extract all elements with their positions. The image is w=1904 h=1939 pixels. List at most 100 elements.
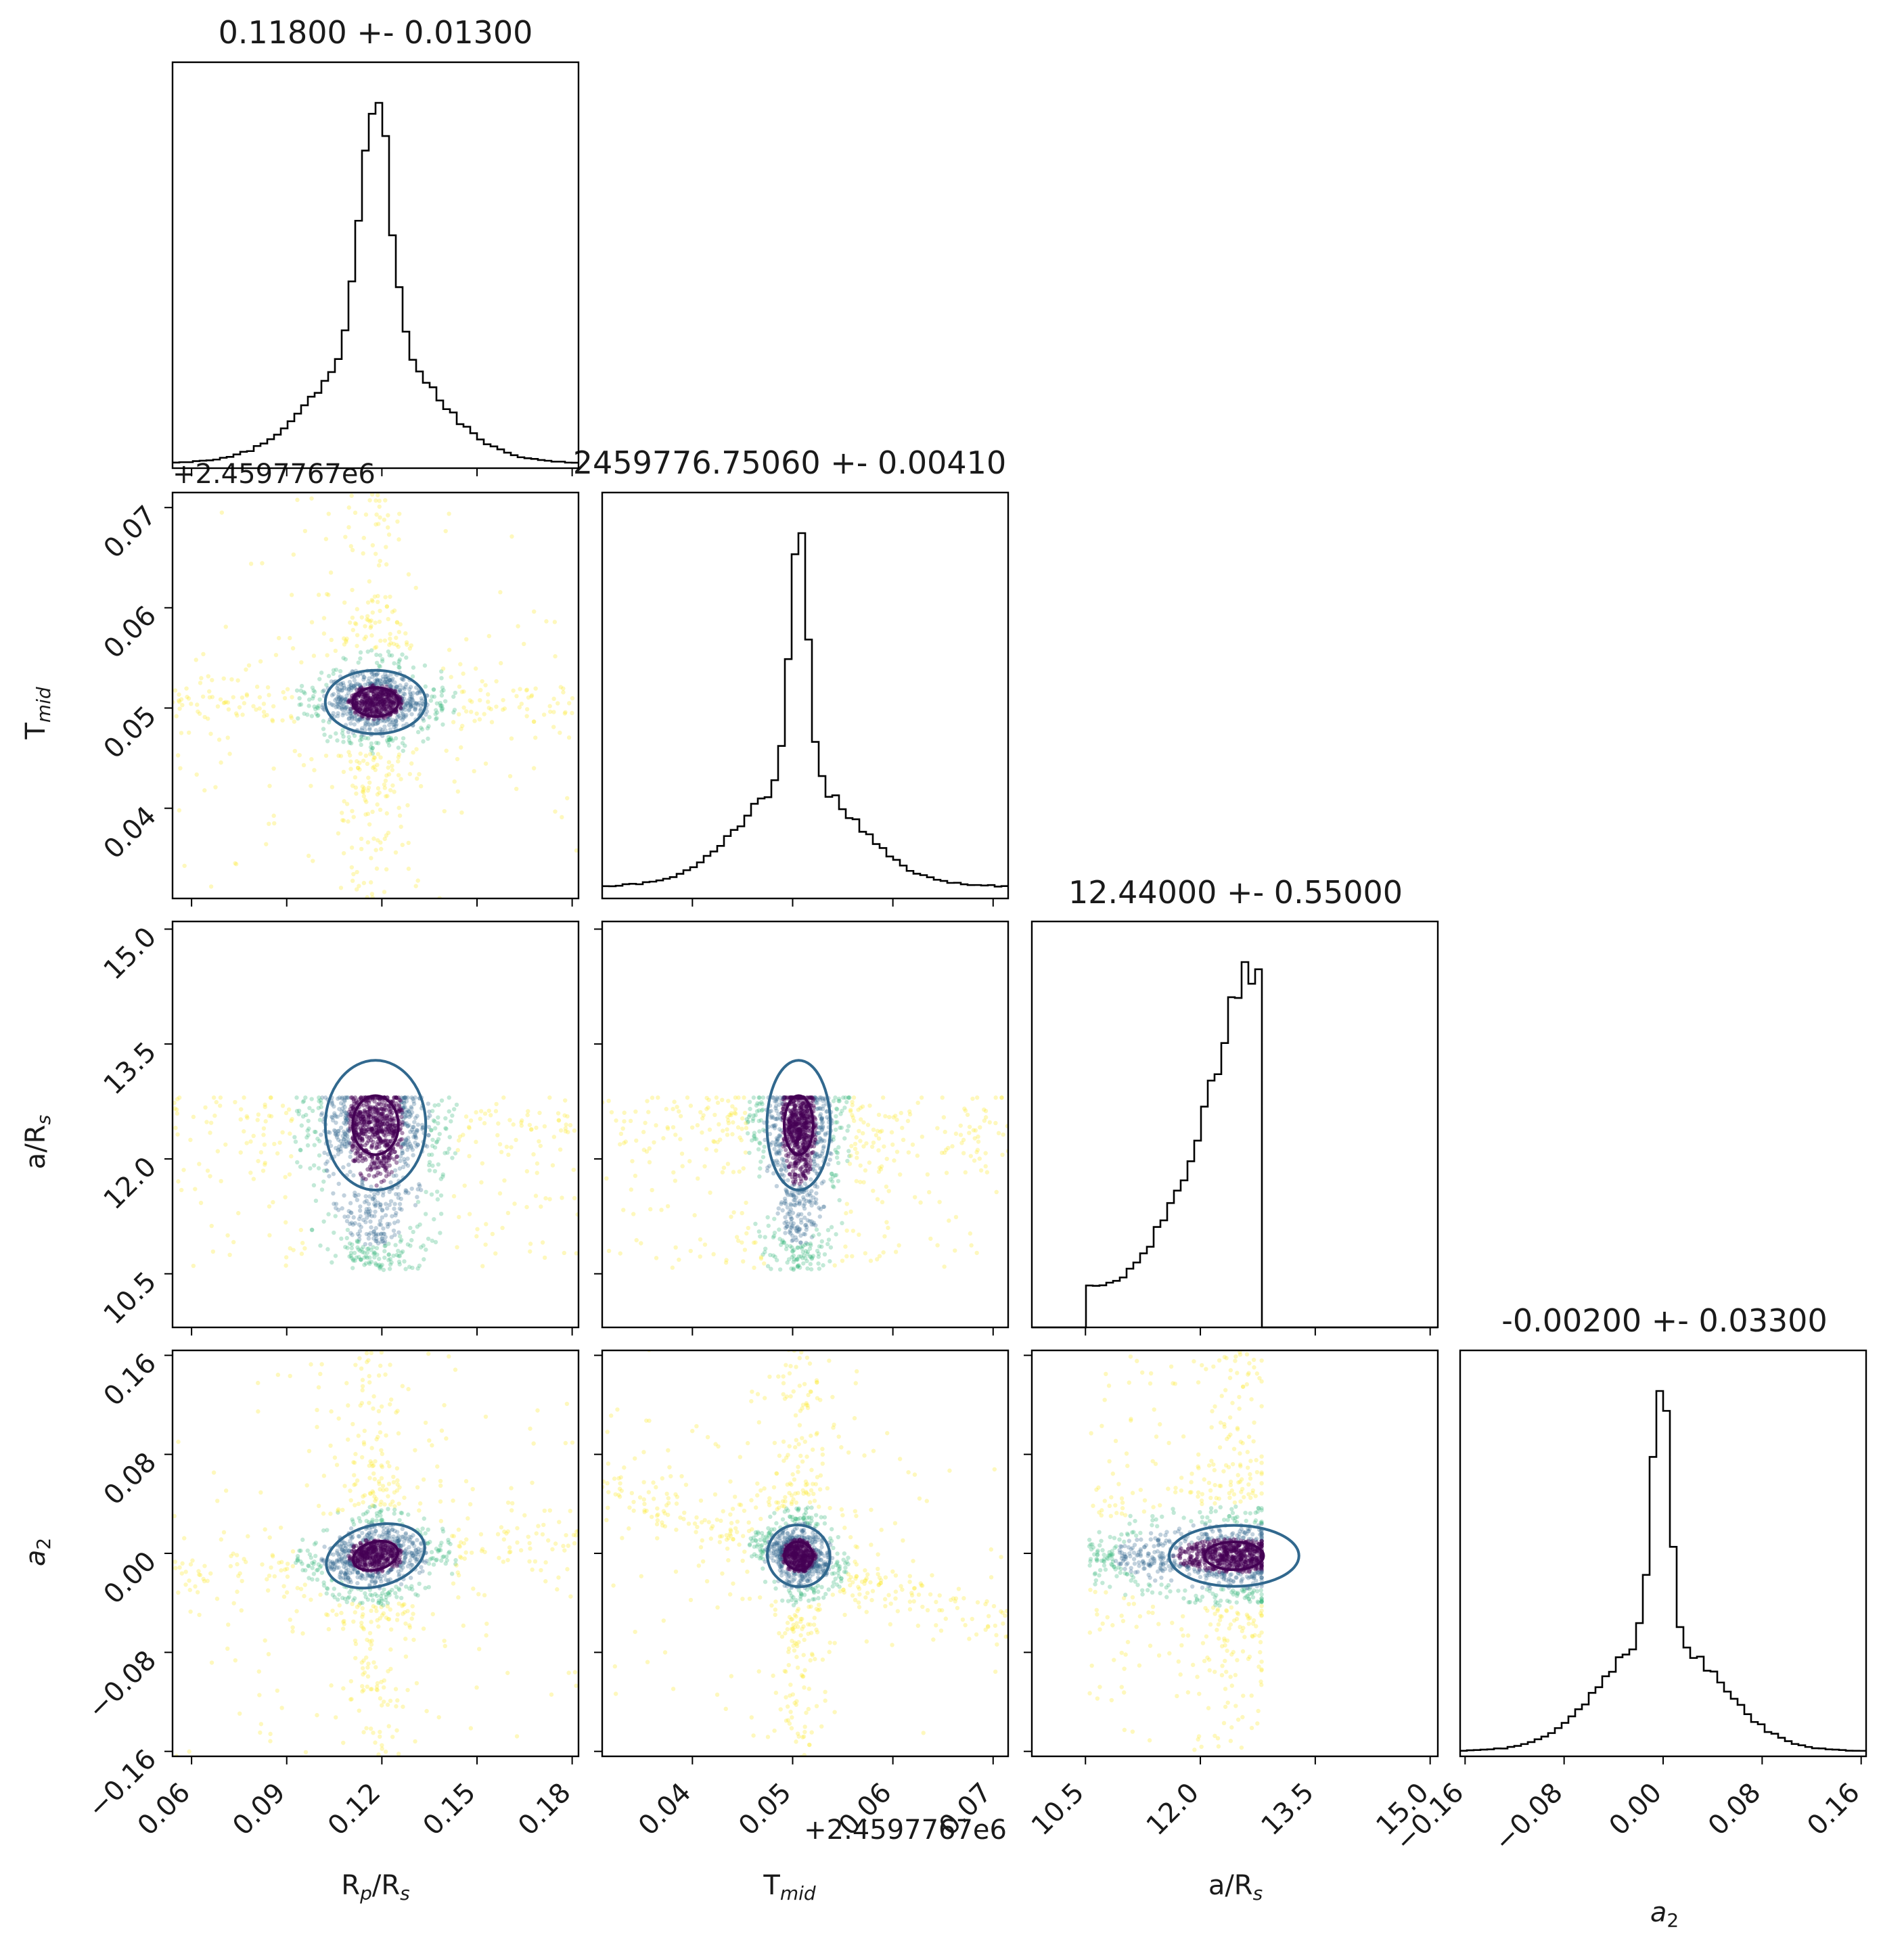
- scatter-point: [538, 1143, 543, 1148]
- scatter-point: [339, 1541, 344, 1547]
- scatter-point: [659, 1208, 664, 1212]
- scatter-point: [248, 562, 254, 566]
- scatter-point: [381, 1117, 386, 1122]
- scatter-point: [371, 705, 376, 710]
- scatter-point: [386, 1530, 391, 1534]
- scatter-point: [245, 1115, 250, 1120]
- scatter-point: [341, 656, 346, 660]
- scatter-point: [800, 1155, 804, 1160]
- scatter-point: [434, 701, 440, 706]
- scatter-point: [368, 1726, 373, 1731]
- scatter-point: [805, 1128, 811, 1133]
- scatter-point: [261, 709, 267, 714]
- scatter-point: [800, 1108, 805, 1114]
- scatter-point: [388, 684, 393, 689]
- scatter-point: [774, 1095, 779, 1100]
- scatter-point: [357, 717, 362, 722]
- scatter-point: [800, 1122, 805, 1128]
- scatter-point: [799, 1158, 804, 1163]
- scatter-point: [364, 1122, 369, 1127]
- scatter-point: [370, 1520, 375, 1524]
- scatter-point: [789, 1225, 794, 1230]
- scatter-point: [712, 1112, 717, 1118]
- scatter-point: [529, 693, 535, 698]
- scatter-point: [524, 687, 530, 692]
- scatter-point: [391, 1173, 396, 1179]
- scatter-point: [871, 1140, 876, 1145]
- scatter-point: [366, 1210, 371, 1214]
- scatter-point: [880, 1095, 886, 1100]
- scatter-point: [506, 1152, 511, 1158]
- scatter-point: [820, 1120, 825, 1124]
- scatter-point: [347, 1221, 353, 1227]
- scatter-point: [383, 708, 388, 713]
- scatter-point: [401, 1100, 406, 1105]
- scatter-point: [403, 1552, 407, 1557]
- scatter-point: [373, 1209, 378, 1214]
- scatter-point: [390, 1122, 394, 1127]
- scatter-point: [346, 1209, 351, 1214]
- scatter-point: [399, 706, 403, 711]
- scatter-point: [805, 1153, 810, 1158]
- scatter-point: [388, 683, 393, 688]
- scatter-point: [294, 688, 300, 693]
- scatter-point: [423, 1212, 428, 1216]
- scatter-point: [346, 1576, 350, 1581]
- scatter-point: [394, 1538, 399, 1543]
- scatter-point: [418, 783, 424, 789]
- scatter-point: [788, 1108, 792, 1113]
- scatter-point: [403, 1536, 408, 1541]
- scatter-point: [367, 1505, 372, 1509]
- scatter-point: [388, 1126, 393, 1131]
- scatter-point: [304, 1112, 309, 1118]
- scatter-point: [779, 1156, 785, 1162]
- scatter-point: [677, 1109, 681, 1114]
- scatter-point: [387, 677, 392, 683]
- scatter-point: [195, 702, 200, 707]
- scatter-point: [371, 1139, 376, 1145]
- scatter-point: [382, 700, 388, 705]
- scatter-point: [359, 1551, 364, 1557]
- scatter-point: [388, 685, 393, 689]
- scatter-point: [457, 712, 461, 717]
- scatter-point: [210, 1249, 216, 1254]
- scatter-point: [326, 511, 331, 516]
- scatter-point: [851, 1095, 857, 1100]
- scatter-point: [799, 1133, 804, 1138]
- scatter-point: [796, 1137, 801, 1141]
- scatter-point: [409, 1110, 415, 1115]
- scatter-point: [878, 1129, 883, 1135]
- scatter-point: [344, 1570, 349, 1575]
- ylabel-ars-main: a/R: [20, 1124, 51, 1169]
- scatter-point: [778, 1134, 783, 1139]
- scatter-point: [332, 1113, 337, 1118]
- scatter-point: [892, 1158, 897, 1163]
- scatter-point: [348, 1538, 353, 1543]
- scatter-point: [371, 836, 376, 841]
- scatter-point: [316, 1166, 321, 1170]
- scatter-point: [369, 1165, 375, 1170]
- scatter-point: [801, 1172, 806, 1178]
- scatter-point: [786, 1164, 792, 1170]
- scatter-point: [381, 1542, 386, 1547]
- scatter-point: [439, 676, 444, 681]
- scatter-point: [338, 698, 344, 702]
- scatter-point: [388, 1150, 394, 1156]
- scatter-point: [386, 676, 391, 681]
- scatter-point: [346, 525, 351, 530]
- scatter-point: [346, 1114, 351, 1118]
- scatter-point: [801, 1171, 806, 1176]
- scatter-point: [363, 721, 368, 725]
- scatter-point: [356, 1501, 361, 1507]
- scatter-point: [789, 1216, 794, 1221]
- scatter-point: [377, 499, 382, 503]
- scatter-point: [302, 691, 307, 695]
- scatter-point: [407, 702, 413, 707]
- scatter-point: [813, 1095, 817, 1100]
- scatter-point: [795, 1118, 800, 1122]
- scatter-point: [799, 1122, 804, 1126]
- scatter-point: [407, 687, 412, 691]
- scatter-point: [848, 1154, 853, 1158]
- scatter-point: [378, 1363, 383, 1368]
- scatter-point: [403, 1551, 409, 1556]
